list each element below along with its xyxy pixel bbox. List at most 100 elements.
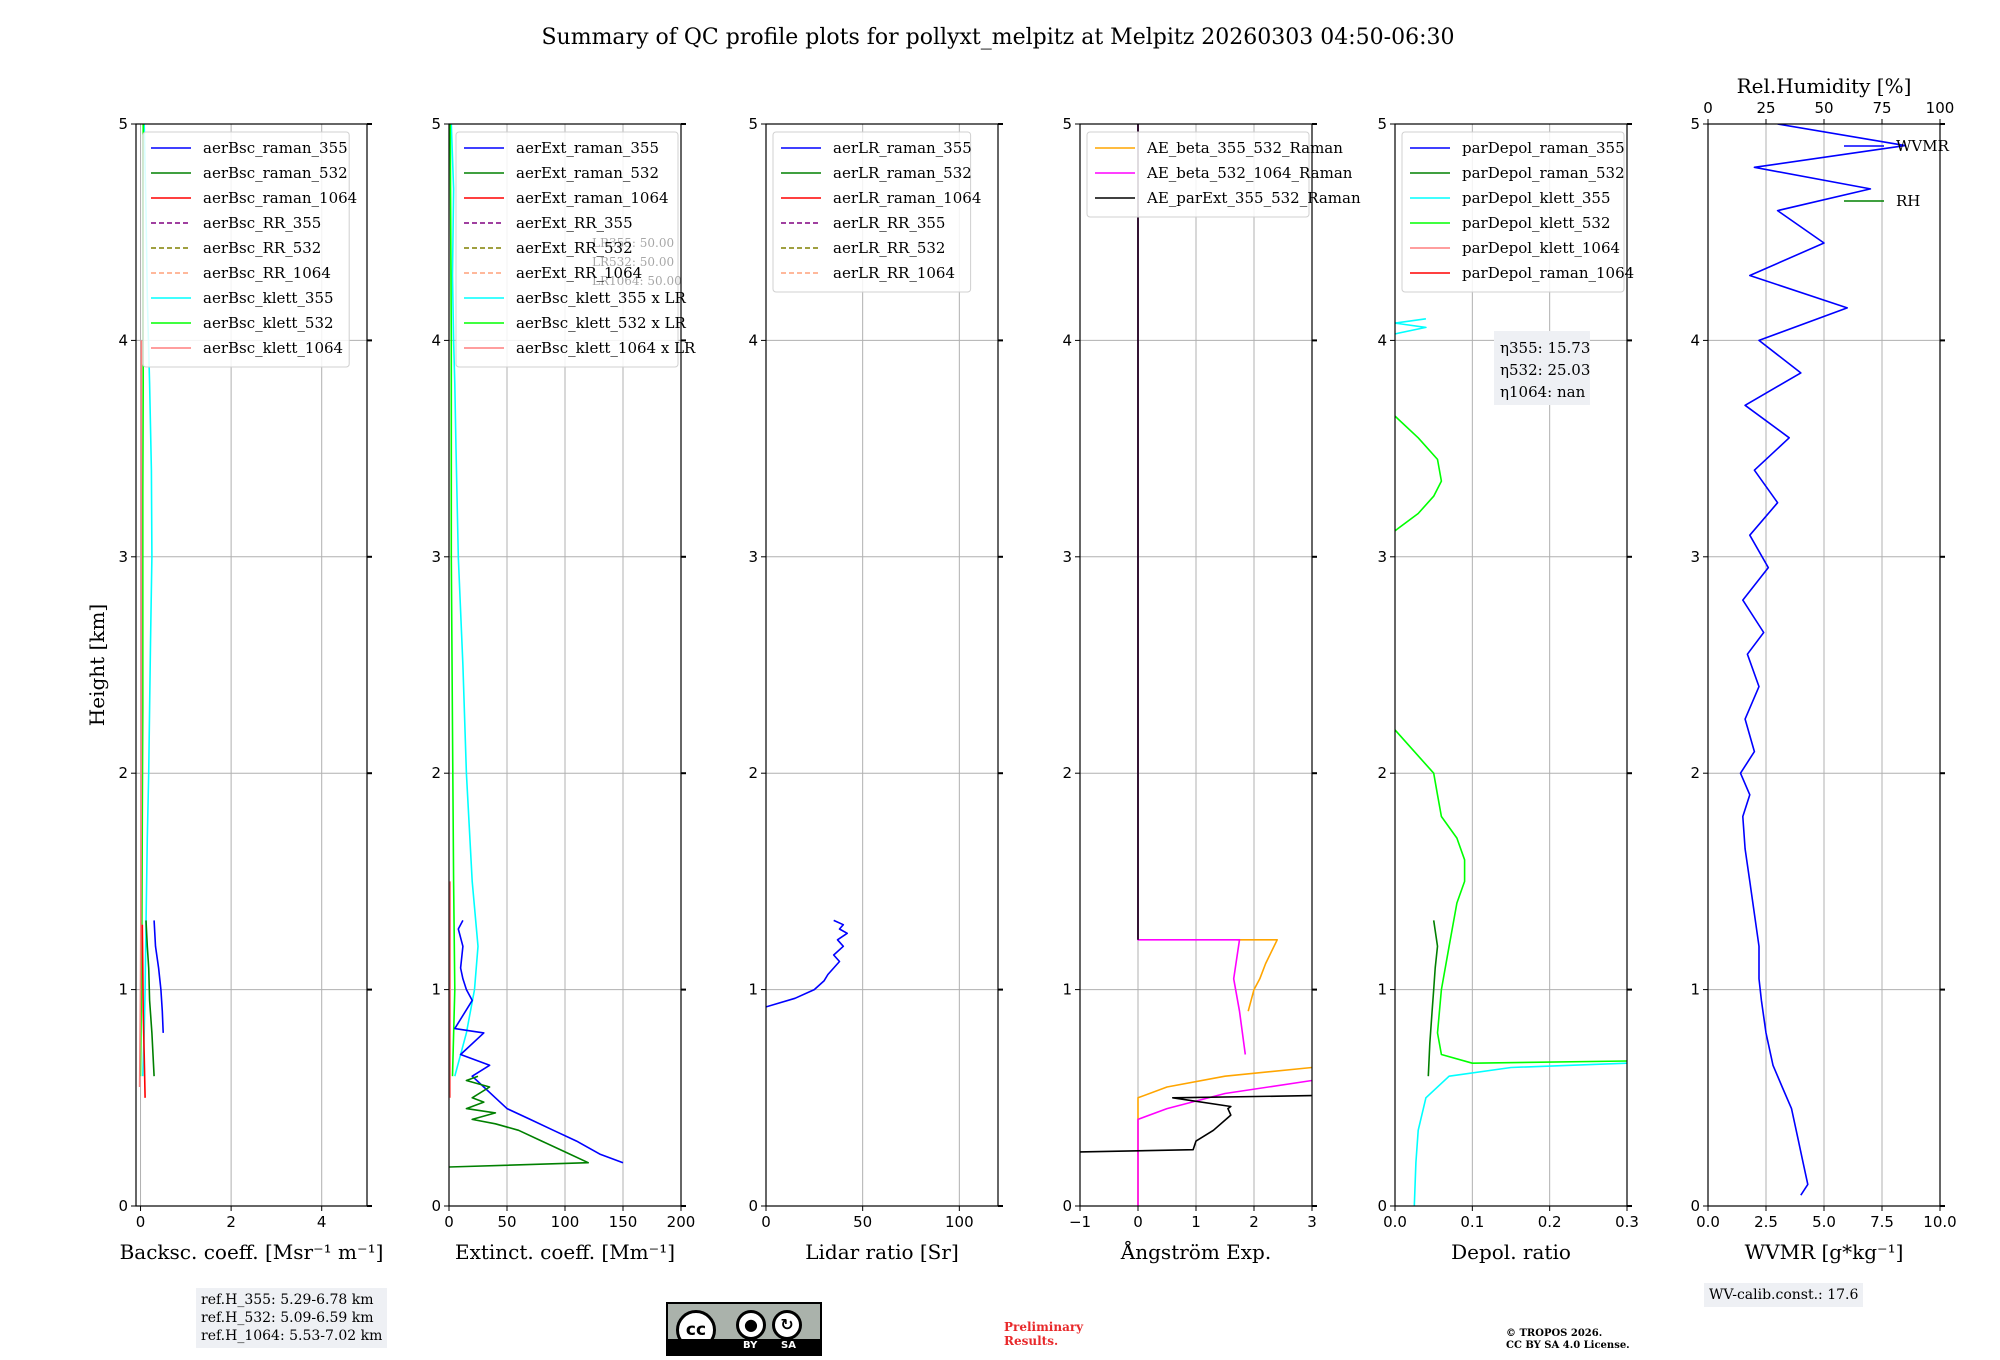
x-tick-label: 0.0 bbox=[1383, 1213, 1407, 1231]
y-tick-label: 0 bbox=[1377, 1197, 1387, 1215]
legend-label: aerBsc_klett_1064 x LR bbox=[516, 339, 696, 357]
y-tick-label: 5 bbox=[748, 115, 758, 133]
figure-title: Summary of QC profile plots for pollyxt_… bbox=[541, 25, 1454, 50]
x-tick-label: 5.0 bbox=[1812, 1213, 1836, 1231]
y-tick-label: 1 bbox=[118, 981, 128, 999]
x-tick-label: 4 bbox=[317, 1213, 327, 1231]
legend-label: aerBsc_raman_532 bbox=[203, 164, 348, 182]
y-tick-label: 5 bbox=[1690, 115, 1700, 133]
legend-label: aerExt_RR_532 bbox=[516, 239, 633, 257]
y-tick-label: 3 bbox=[748, 548, 758, 566]
y-tick-label: 1 bbox=[1377, 981, 1387, 999]
legend-label: RH bbox=[1896, 192, 1920, 210]
y-tick-label: 0 bbox=[431, 1197, 441, 1215]
legend-label: aerLR_RR_355 bbox=[833, 214, 945, 232]
eta-value-1: η532: 25.03 bbox=[1500, 361, 1590, 379]
series-group bbox=[1080, 124, 1312, 1206]
x-axis-label: Backsc. coeff. [Msr⁻¹ m⁻¹] bbox=[120, 1240, 384, 1264]
legend-label: aerBsc_raman_1064 bbox=[203, 189, 357, 207]
x-tick-label: 1 bbox=[1191, 1213, 1201, 1231]
legend-label: aerBsc_RR_355 bbox=[203, 214, 321, 232]
legend-label: aerLR_RR_532 bbox=[833, 239, 945, 257]
top-x-tick-label: 50 bbox=[1814, 99, 1833, 117]
legend-label: aerExt_raman_355 bbox=[516, 139, 659, 157]
series-line-aerlr-raman-355 bbox=[766, 919, 849, 1008]
x-tick-label: 0 bbox=[444, 1213, 454, 1231]
legend-label: AE_beta_355_532_Raman bbox=[1146, 139, 1343, 157]
y-tick-label: 4 bbox=[748, 331, 758, 349]
series-line-aerbsc-klett-532-x-lr bbox=[449, 124, 456, 1077]
eta-box-bg bbox=[1494, 331, 1590, 405]
top-x-tick-label: 100 bbox=[1926, 99, 1955, 117]
legend-label: aerExt_RR_1064 bbox=[516, 264, 642, 282]
x-tick-label: 200 bbox=[667, 1213, 696, 1231]
series-line-aerbsc-raman-355 bbox=[153, 920, 164, 1033]
series-line-aerbsc-raman-1064 bbox=[141, 924, 146, 1098]
top-x-tick-label: 75 bbox=[1872, 99, 1891, 117]
legend-label: parDepol_raman_1064 bbox=[1462, 264, 1634, 282]
by-person-icon: ● bbox=[736, 1310, 766, 1340]
top-x-axis-label: Rel.Humidity [%] bbox=[1737, 74, 1912, 98]
x-axis-label: Lidar ratio [Sr] bbox=[805, 1240, 959, 1264]
y-tick-label: 4 bbox=[118, 331, 128, 349]
cc-by-sa-logo: cc ● ↻ BY SA bbox=[666, 1302, 822, 1356]
preliminary-note: Preliminary Results. bbox=[1004, 1320, 1083, 1348]
legend: aerLR_raman_355 aerLR_raman_532 aerLR_rama… bbox=[772, 131, 981, 293]
legend-label: WVMR bbox=[1896, 137, 1950, 155]
y-tick-label: 3 bbox=[431, 548, 441, 566]
y-tick-label: 4 bbox=[1377, 331, 1387, 349]
series-line-wvmr bbox=[1739, 124, 1906, 1196]
x-tick-label: 3 bbox=[1307, 1213, 1317, 1231]
x-tick-label: 0.0 bbox=[1696, 1213, 1720, 1231]
legend-label: aerBsc_RR_1064 bbox=[203, 264, 331, 282]
y-tick-label: 5 bbox=[1062, 115, 1072, 133]
y-tick-label: 2 bbox=[1690, 764, 1700, 782]
legend-frame bbox=[142, 131, 350, 368]
cc-by-label: BY bbox=[743, 1340, 758, 1351]
legend-label: parDepol_klett_355 bbox=[1462, 189, 1611, 207]
copyright-line-1: © TROPOS 2026. bbox=[1506, 1328, 1603, 1339]
y-axis-label: Height [km] bbox=[85, 604, 109, 726]
series-line-aerext-raman-532 bbox=[449, 1075, 590, 1168]
legend-label: aerBsc_klett_1064 bbox=[203, 339, 343, 357]
x-axis-label: WVMR [g*kg⁻¹] bbox=[1745, 1240, 1904, 1264]
cc-sa-label: SA bbox=[781, 1340, 796, 1351]
ref-height-355: ref.H_355: 5.29-6.78 km bbox=[201, 1292, 374, 1308]
panel-depol: 0.0 0.1 0.2 0.3 0 1 2 3 4 5 Depol. ratio parDepol_r… bbox=[1377, 115, 1638, 1264]
series-line-aerbsc-klett-1064 bbox=[138, 340, 143, 1088]
legend-label: aerLR_raman_1064 bbox=[833, 189, 981, 207]
y-tick-label: 0 bbox=[1690, 1197, 1700, 1215]
y-tick-label: 0 bbox=[118, 1197, 128, 1215]
axes-frame bbox=[135, 123, 368, 1207]
y-tick-label: 3 bbox=[1690, 548, 1700, 566]
axes-frame bbox=[765, 123, 999, 1207]
y-tick-label: 1 bbox=[431, 981, 441, 999]
top-x-tick-label: 0 bbox=[1703, 99, 1713, 117]
panel-lr: 0 50 100 0 1 2 3 4 5 Lidar ratio [Sr] aerLR_raman_… bbox=[748, 115, 1003, 1264]
series-line-ae-beta-355-532-raman bbox=[1137, 1066, 1312, 1206]
y-tick-label: 4 bbox=[1690, 331, 1700, 349]
ref-height-1064: ref.H_1064: 5.53-7.02 km bbox=[201, 1328, 383, 1344]
legend-frame bbox=[1401, 131, 1625, 293]
y-tick-label: 1 bbox=[1690, 981, 1700, 999]
legend: parDepol_raman_355 parDepol_raman_532 parD… bbox=[1401, 131, 1634, 293]
series-line-ae-beta-532-1064-raman-upper- bbox=[1137, 124, 1247, 1055]
legend-label: aerBsc_klett_355 x LR bbox=[516, 289, 687, 307]
series-line-ae-beta-355-532-raman-upper- bbox=[1236, 938, 1278, 1012]
series-line-aerbsc-klett-355-x-lr bbox=[450, 124, 479, 1077]
series-group bbox=[766, 919, 849, 1008]
series-line-pardepol-klett-532 bbox=[1395, 729, 1627, 1064]
preliminary-line-2: Results. bbox=[1004, 1334, 1059, 1348]
y-tick-label: 5 bbox=[118, 115, 128, 133]
legend: WVMR RH bbox=[1844, 137, 1950, 210]
legend: AE_beta_355_532_Raman AE_beta_532_1064_Ra… bbox=[1086, 131, 1361, 218]
sa-share-icon: ↻ bbox=[772, 1310, 802, 1340]
x-tick-label: 2.5 bbox=[1754, 1213, 1778, 1231]
legend-label: aerExt_raman_532 bbox=[516, 164, 659, 182]
y-tick-label: 5 bbox=[431, 115, 441, 133]
legend-label: aerLR_raman_355 bbox=[833, 139, 972, 157]
x-tick-label: 150 bbox=[609, 1213, 638, 1231]
series-group bbox=[1395, 318, 1627, 1206]
y-tick-label: 2 bbox=[748, 764, 758, 782]
